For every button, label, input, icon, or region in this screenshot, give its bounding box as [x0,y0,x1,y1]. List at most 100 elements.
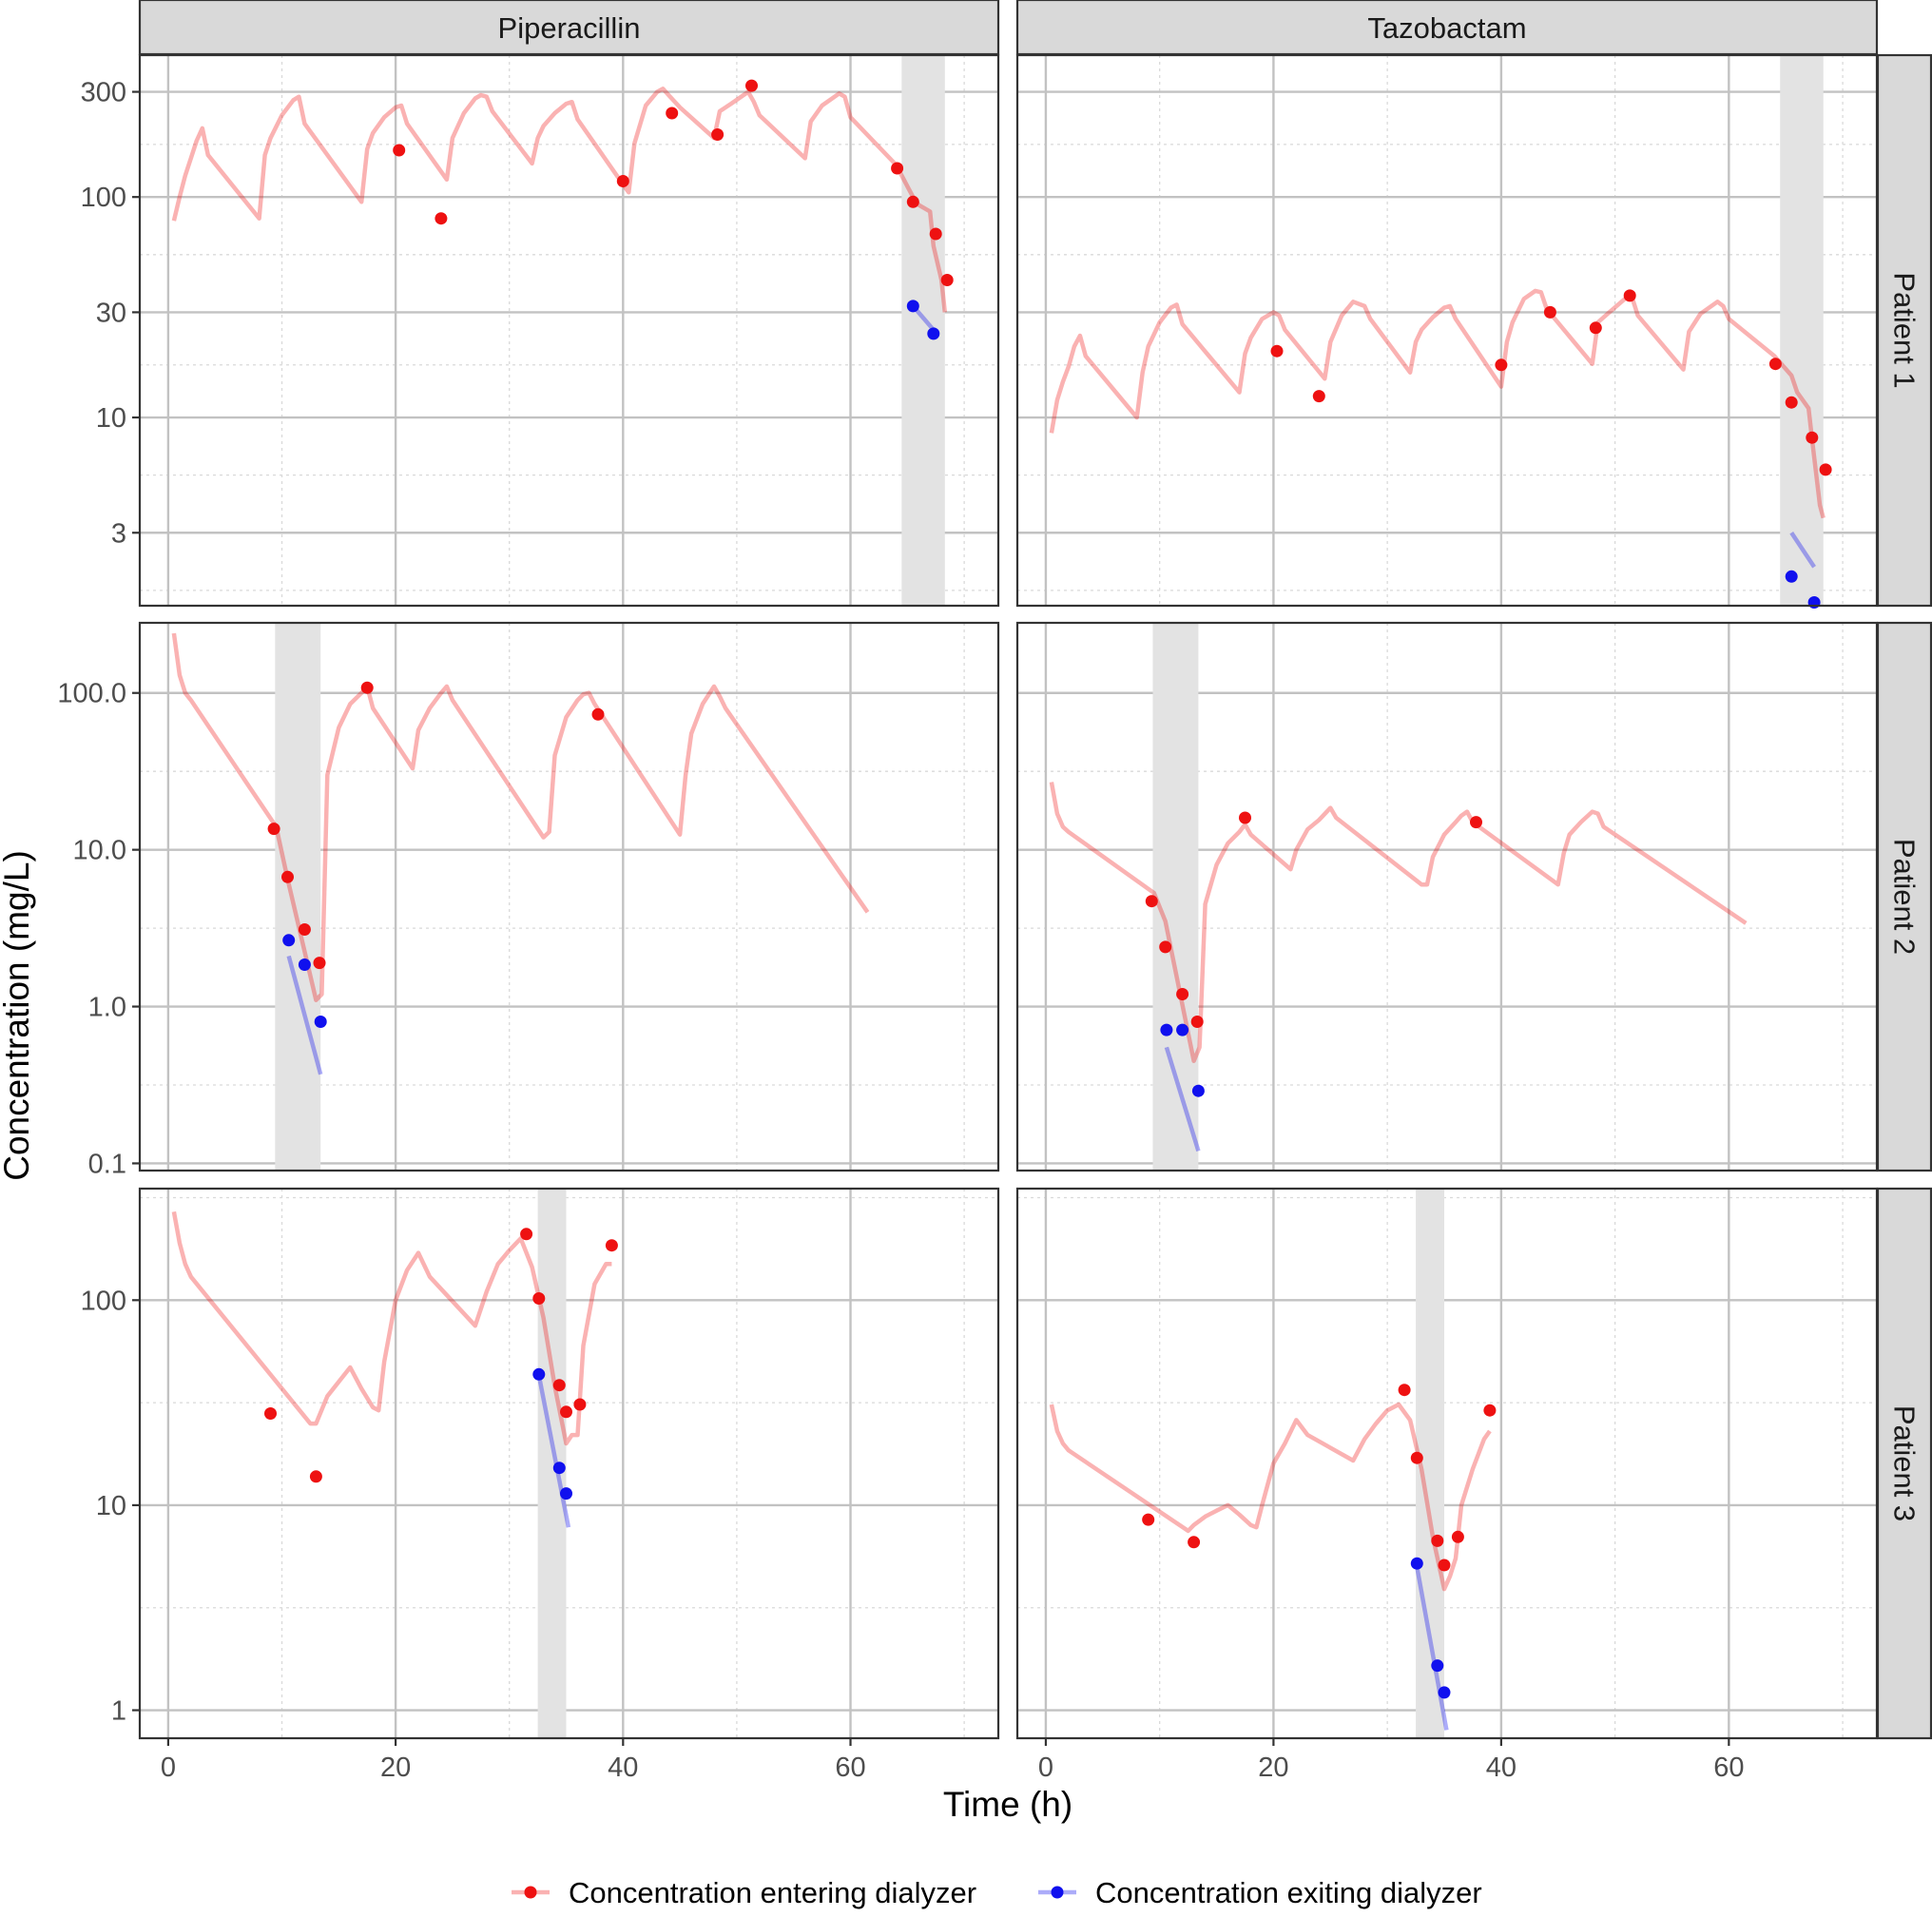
entering-data-point [1470,816,1482,829]
x-tick-label: 20 [1258,1752,1288,1783]
exiting-prediction-line [1164,1046,1201,1152]
panel-background [140,1189,998,1738]
panel-background [140,55,998,606]
y-tick-label: 100 [81,183,126,213]
entering-data-point [1623,289,1636,302]
legend: Concentration entering dialyzer Concentra… [512,1876,1482,1909]
exiting-data-point [298,958,311,971]
x-tick-label: 60 [1713,1752,1744,1783]
panel-background [140,623,998,1171]
entering-prediction-line [171,87,948,313]
entering-data-point [711,128,724,141]
entering-data-point [1483,1404,1497,1417]
y-tick-label: 10.0 [73,836,126,866]
entering-prediction-line [1049,782,1748,1063]
entering-prediction-line [171,1210,612,1446]
y-axis-title: Concentration (mg/L) [0,850,36,1181]
entering-data-point [1410,1451,1423,1464]
dialysis-window-band [275,623,321,1171]
row-strip [1876,1187,1932,1740]
x-tick-label: 40 [608,1752,638,1783]
entering-data-point [1438,1559,1451,1572]
exiting-data-point [314,1016,327,1028]
entering-data-point [1431,1534,1444,1547]
exiting-prediction-line [1789,532,1816,569]
entering-prediction-line [171,632,870,1002]
exiting-data-point [560,1487,572,1501]
dialysis-window-band [1416,1189,1445,1738]
entering-data-point [1806,431,1819,444]
x-axis-title: Time (h) [943,1785,1072,1824]
column-strip-label: Tazobactam [1367,11,1526,45]
y-tick-label: 100 [81,1286,126,1316]
entering-data-point [520,1228,533,1241]
exiting-data-point [1438,1686,1451,1699]
entering-data-point [745,79,758,92]
column-strip [1015,0,1879,56]
dialysis-window-band [1152,623,1199,1171]
entering-data-point [532,1292,546,1305]
y-tick-label: 10 [96,403,126,434]
row-strip [1876,53,1932,608]
entering-data-point [309,1470,322,1483]
entering-data-point [666,106,679,120]
entering-data-point [1819,463,1832,476]
entering-data-point [1398,1384,1411,1397]
panel-border [138,621,1000,1172]
entering-data-point [264,1407,277,1420]
exiting-data-point [552,1462,566,1475]
entering-data-point [1451,1530,1464,1543]
exiting-prediction-line [1415,1566,1449,1731]
column-strip-label: Piperacillin [498,11,641,45]
exiting-data-point [282,934,296,947]
x-tick-label: 40 [1486,1752,1517,1783]
entering-data-point [1543,305,1556,319]
entering-data-point [940,274,954,286]
legend-entering-label: Concentration entering dialyzer [569,1876,976,1909]
entering-data-point [891,162,904,175]
exiting-data-point [1176,1023,1189,1036]
entering-data-point [281,870,294,883]
legend-exiting-point-key [1051,1886,1064,1899]
panel-background [1017,623,1877,1171]
y-tick-label: 10 [96,1491,126,1521]
y-tick-label: 1 [111,1696,126,1727]
entering-data-point [393,144,406,157]
entering-prediction-line [1049,288,1826,519]
exiting-data-point [927,327,940,340]
entering-data-point [573,1398,587,1411]
exiting-data-point [532,1367,546,1381]
entering-data-point [1145,895,1158,908]
entering-data-point [1312,390,1325,403]
x-tick-label: 0 [1038,1752,1053,1783]
panel-border [138,1187,1000,1740]
y-tick-label: 0.1 [88,1149,126,1179]
exiting-data-point [1191,1084,1205,1097]
panel-background [1017,1189,1877,1738]
y-tick-label: 100.0 [57,679,126,709]
legend-exiting-label: Concentration exiting dialyzer [1095,1876,1482,1909]
y-tick-label: 3 [111,518,126,549]
entering-data-point [560,1405,572,1419]
entering-data-point [1190,1016,1204,1028]
entering-data-point [1495,358,1508,372]
exiting-prediction-line [286,955,323,1075]
y-tick-label: 1.0 [88,993,126,1023]
entering-data-point [1142,1513,1155,1526]
x-tick-label: 60 [835,1752,865,1783]
entering-data-point [605,1239,618,1252]
exiting-data-point [1160,1023,1173,1036]
row-strip-label: Patient 3 [1888,1405,1922,1521]
row-strip [1876,621,1932,1172]
exiting-data-point [1410,1557,1423,1570]
entering-data-point [298,923,311,936]
entering-data-point [1589,321,1602,335]
row-strip-label: Patient 1 [1888,272,1922,388]
entering-data-point [906,195,919,208]
exiting-prediction-line [536,1374,571,1528]
entering-data-point [267,823,280,836]
exiting-data-point [1431,1659,1444,1673]
row-strip-label: Patient 2 [1888,839,1922,955]
entering-data-point [1270,344,1284,358]
